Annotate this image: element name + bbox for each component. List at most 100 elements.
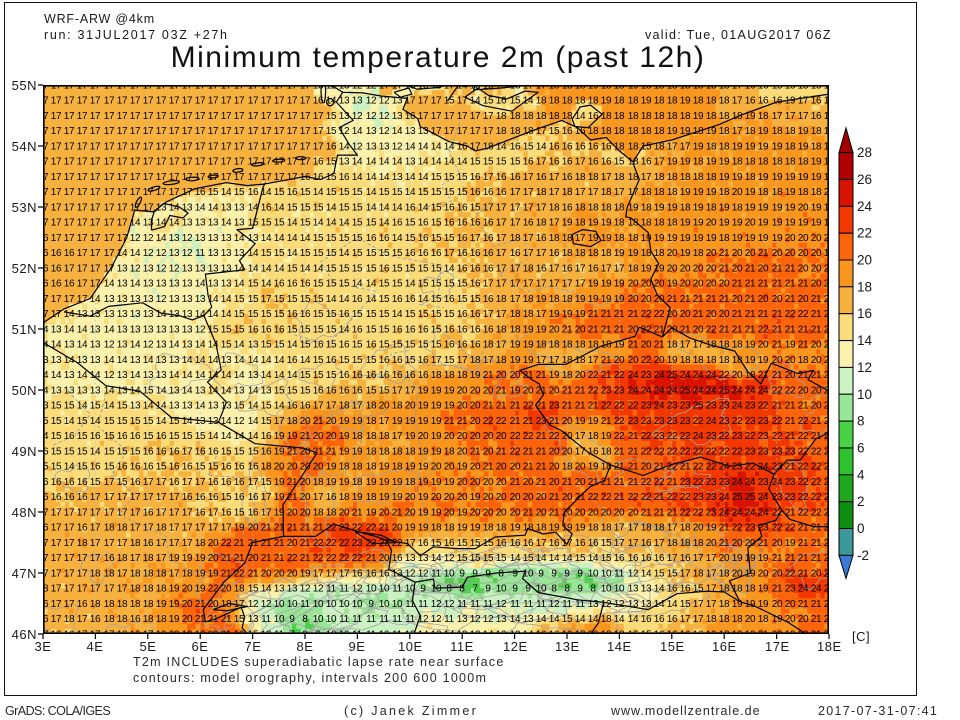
svg-text:18: 18 — [745, 584, 756, 595]
svg-text:21: 21 — [287, 477, 298, 488]
svg-text:17: 17 — [536, 309, 547, 320]
svg-text:13: 13 — [169, 233, 180, 244]
svg-text:16: 16 — [523, 218, 534, 229]
svg-text:18: 18 — [143, 568, 154, 579]
svg-text:17: 17 — [51, 233, 62, 244]
svg-text:21: 21 — [536, 462, 547, 473]
svg-text:22: 22 — [680, 446, 691, 457]
svg-text:16: 16 — [510, 172, 521, 183]
svg-text:10: 10 — [274, 599, 285, 610]
svg-text:21: 21 — [523, 416, 534, 427]
svg-text:17: 17 — [824, 96, 829, 107]
svg-text:14: 14 — [117, 248, 128, 259]
svg-text:25: 25 — [732, 492, 743, 503]
svg-text:20: 20 — [824, 629, 829, 634]
svg-text:17: 17 — [300, 96, 311, 107]
svg-text:14: 14 — [234, 355, 245, 366]
svg-text:16: 16 — [510, 248, 521, 259]
svg-text:19: 19 — [536, 324, 547, 335]
svg-text:17: 17 — [261, 294, 272, 305]
svg-text:20: 20 — [575, 370, 586, 381]
svg-text:17: 17 — [431, 96, 442, 107]
svg-text:20: 20 — [405, 401, 416, 412]
svg-text:18: 18 — [549, 202, 560, 213]
svg-text:18: 18 — [628, 172, 639, 183]
svg-text:15: 15 — [470, 202, 481, 213]
svg-text:18: 18 — [117, 599, 128, 610]
svg-text:19: 19 — [693, 233, 704, 244]
svg-text:20: 20 — [496, 492, 507, 503]
svg-text:17: 17 — [90, 172, 101, 183]
svg-text:21: 21 — [745, 294, 756, 305]
svg-text:14: 14 — [221, 385, 232, 396]
svg-text:19: 19 — [628, 248, 639, 259]
svg-text:22: 22 — [706, 446, 717, 457]
svg-text:15: 15 — [379, 309, 390, 320]
svg-text:12: 12 — [431, 614, 442, 625]
svg-text:16: 16 — [588, 446, 599, 457]
svg-text:19: 19 — [431, 385, 442, 396]
svg-text:16: 16 — [274, 324, 285, 335]
svg-text:20: 20 — [575, 507, 586, 518]
svg-text:24: 24 — [758, 507, 769, 518]
svg-text:18: 18 — [785, 126, 796, 137]
svg-text:21: 21 — [628, 340, 639, 351]
svg-text:15: 15 — [77, 416, 88, 427]
svg-text:13: 13 — [405, 85, 416, 91]
svg-text:15: 15 — [457, 187, 468, 198]
svg-text:18: 18 — [654, 523, 665, 534]
svg-text:16: 16 — [379, 233, 390, 244]
svg-text:18: 18 — [156, 568, 167, 579]
svg-text:13: 13 — [274, 584, 285, 595]
svg-text:14: 14 — [352, 172, 363, 183]
svg-text:18: 18 — [366, 462, 377, 473]
svg-text:22: 22 — [798, 507, 809, 518]
svg-text:21: 21 — [523, 446, 534, 457]
svg-text:19: 19 — [510, 355, 521, 366]
svg-text:16: 16 — [405, 370, 416, 381]
svg-text:25: 25 — [680, 385, 691, 396]
svg-text:17: 17 — [221, 523, 232, 534]
svg-text:16: 16 — [405, 294, 416, 305]
svg-text:23: 23 — [719, 416, 730, 427]
svg-text:12: 12 — [352, 584, 363, 595]
svg-text:18: 18 — [523, 309, 534, 320]
svg-text:16: 16 — [641, 614, 652, 625]
svg-text:13: 13 — [392, 172, 403, 183]
svg-text:19: 19 — [156, 629, 167, 634]
svg-text:22: 22 — [798, 462, 809, 473]
svg-text:17: 17 — [130, 85, 141, 91]
svg-text:14: 14 — [156, 385, 167, 396]
svg-text:18: 18 — [601, 340, 612, 351]
svg-text:22: 22 — [745, 431, 756, 442]
svg-text:15: 15 — [444, 309, 455, 320]
svg-text:16: 16 — [680, 553, 691, 564]
svg-text:21: 21 — [824, 294, 829, 305]
svg-text:23: 23 — [667, 401, 678, 412]
svg-text:17: 17 — [300, 85, 311, 91]
svg-text:10: 10 — [601, 584, 612, 595]
svg-text:17: 17 — [90, 538, 101, 549]
svg-text:17: 17 — [274, 85, 285, 91]
svg-text:15: 15 — [326, 309, 337, 320]
svg-text:21: 21 — [824, 462, 829, 473]
svg-text:21: 21 — [654, 324, 665, 335]
svg-text:18: 18 — [339, 492, 350, 503]
svg-text:19: 19 — [680, 248, 691, 259]
svg-text:16: 16 — [64, 477, 75, 488]
svg-text:17: 17 — [169, 85, 180, 91]
svg-text:20: 20 — [261, 568, 272, 579]
svg-text:18: 18 — [719, 340, 730, 351]
svg-text:17: 17 — [444, 111, 455, 122]
svg-text:17: 17 — [300, 141, 311, 152]
svg-text:20: 20 — [719, 279, 730, 290]
svg-text:15: 15 — [431, 218, 442, 229]
svg-text:14: 14 — [562, 553, 573, 564]
svg-text:14: 14 — [549, 614, 560, 625]
svg-text:17: 17 — [549, 279, 560, 290]
svg-text:20: 20 — [523, 385, 534, 396]
svg-text:18: 18 — [798, 355, 809, 366]
svg-text:16: 16 — [143, 507, 154, 518]
svg-text:19: 19 — [339, 431, 350, 442]
svg-text:19: 19 — [195, 568, 206, 579]
